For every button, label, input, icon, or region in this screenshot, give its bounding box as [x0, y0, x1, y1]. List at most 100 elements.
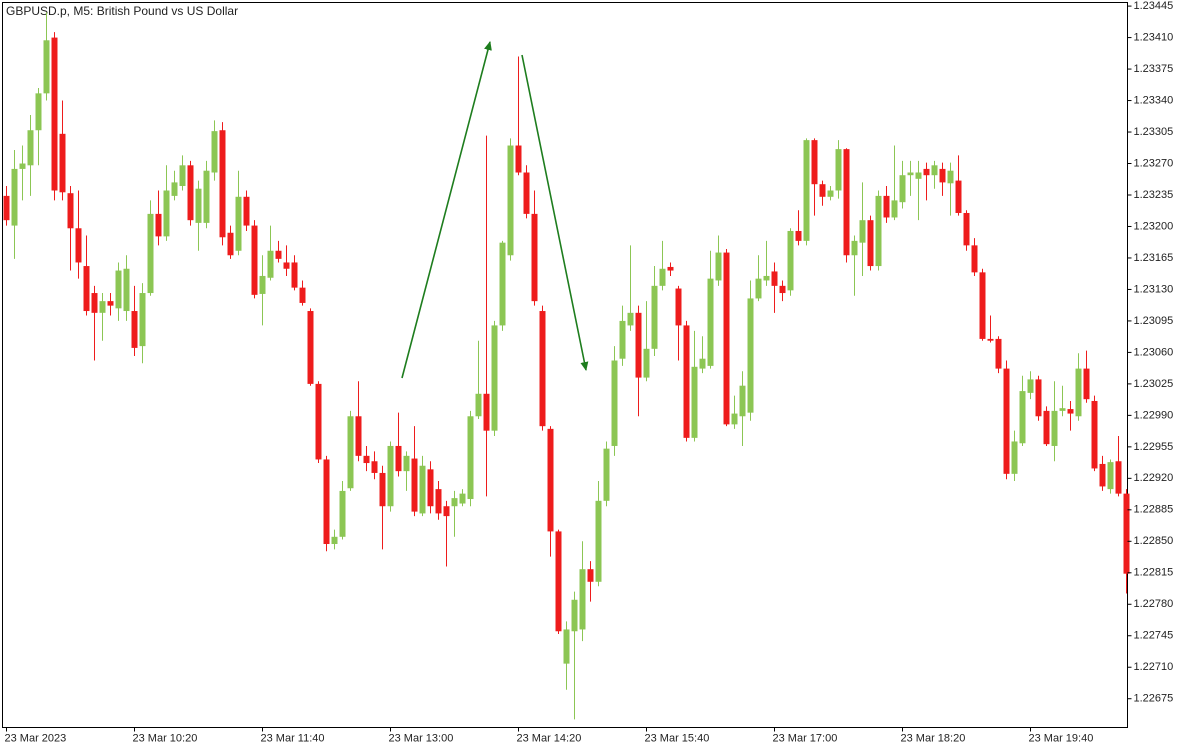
candle-body: [355, 416, 362, 456]
y-tick-label: 1.23200: [1134, 220, 1174, 232]
arrow-up: [401, 41, 492, 379]
x-tick-label: 23 Mar 2023: [5, 732, 67, 744]
candle-body: [979, 272, 986, 339]
candle-body: [443, 506, 450, 517]
y-tick-label: 1.23130: [1134, 283, 1174, 295]
candle-body: [275, 250, 282, 259]
candle-body: [939, 168, 946, 183]
candle-body: [619, 320, 626, 359]
y-tick-label: 1.22955: [1134, 441, 1174, 453]
candle-body: [1091, 400, 1098, 469]
x-tick-label: 23 Mar 13:00: [389, 732, 454, 744]
y-tick-label: 1.22885: [1134, 504, 1174, 516]
candle-body: [323, 459, 330, 545]
candle-body: [75, 228, 82, 263]
candle-body: [339, 490, 346, 537]
candle-body: [859, 220, 866, 243]
candle-body: [707, 278, 714, 366]
candle-body: [531, 213, 538, 302]
y-tick-label: 1.22815: [1134, 567, 1174, 579]
candle-body: [1051, 410, 1058, 446]
candle-body: [627, 312, 634, 326]
candle-body: [907, 172, 914, 176]
candle-body: [963, 212, 970, 246]
candle-body: [819, 184, 826, 197]
candle-body: [699, 358, 706, 369]
candle-body: [267, 250, 274, 278]
candle-body: [227, 232, 234, 256]
candle-body: [115, 270, 122, 309]
candle-body: [307, 311, 314, 384]
candle-body: [331, 536, 338, 545]
y-tick-label: 1.22710: [1134, 661, 1174, 673]
candle-body: [371, 461, 378, 473]
candle-body: [283, 262, 290, 269]
candle-body: [387, 445, 394, 507]
candle-body: [667, 266, 674, 271]
candle-body: [571, 599, 578, 632]
candle-body: [931, 165, 938, 176]
candle-body: [603, 448, 610, 501]
y-tick-label: 1.23375: [1134, 63, 1174, 75]
candle-body: [419, 465, 426, 514]
x-tick-label: 23 Mar 10:20: [133, 732, 198, 744]
y-tick-label: 1.23165: [1134, 252, 1174, 264]
candle-body: [163, 190, 170, 237]
candle-body: [515, 145, 522, 173]
candle-body: [755, 278, 762, 299]
candle-body: [59, 133, 66, 193]
candle-body: [643, 348, 650, 378]
candle-body: [915, 172, 922, 179]
candle-body: [51, 37, 58, 191]
candle-body: [1099, 463, 1106, 487]
candle-body: [587, 569, 594, 582]
candles: [3, 12, 1130, 720]
plot-frame: [2, 2, 1128, 728]
candle-body: [499, 242, 506, 326]
y-tick-label: 1.23235: [1134, 189, 1174, 201]
candle-body: [747, 298, 754, 413]
y-tick-label: 1.22920: [1134, 472, 1174, 484]
candle-body: [43, 40, 50, 94]
candle-body: [131, 311, 138, 348]
candle-body: [1003, 368, 1010, 474]
candle-body: [299, 287, 306, 303]
candle-body: [315, 383, 322, 460]
candle-body: [467, 416, 474, 500]
candle-body: [651, 285, 658, 349]
candle-body: [179, 165, 186, 186]
arrow-down: [521, 54, 589, 371]
candle-body: [107, 301, 114, 306]
candle-body: [1043, 410, 1050, 445]
candle-body: [235, 196, 242, 251]
candle-body: [1123, 493, 1130, 574]
candle-body: [1035, 379, 1042, 417]
y-tick-label: 1.23305: [1134, 126, 1174, 138]
candle-body: [683, 325, 690, 438]
candle-body: [259, 275, 266, 294]
y-tick-label: 1.23060: [1134, 346, 1174, 358]
x-tick-label: 23 Mar 18:20: [901, 732, 966, 744]
candle-body: [507, 145, 514, 256]
candle-body: [811, 140, 818, 185]
candle-body: [427, 469, 434, 507]
candle-body: [987, 338, 994, 341]
candle-body: [883, 195, 890, 218]
y-tick-label: 1.22780: [1134, 598, 1174, 610]
candle-body: [1011, 441, 1018, 474]
y-tick-label: 1.23095: [1134, 315, 1174, 327]
candle-body: [723, 252, 730, 425]
candle-body: [835, 149, 842, 191]
candle-body: [763, 275, 770, 281]
x-tick-label: 23 Mar 14:20: [517, 732, 582, 744]
candle-body: [347, 416, 354, 489]
candle-body: [1027, 379, 1034, 393]
candle-body: [635, 312, 642, 378]
candle-body: [139, 293, 146, 347]
candle-body: [435, 489, 442, 514]
candle-body: [563, 629, 570, 664]
y-tick-label: 1.22745: [1134, 630, 1174, 642]
candle-body: [795, 230, 802, 241]
candle-body: [91, 293, 98, 313]
candle-body: [899, 175, 906, 203]
